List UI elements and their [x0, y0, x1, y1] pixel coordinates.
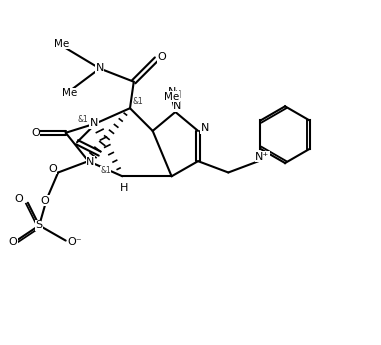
Text: O: O [14, 194, 23, 204]
Text: &1: &1 [133, 97, 144, 106]
Text: S: S [36, 220, 43, 230]
Text: N: N [86, 157, 94, 167]
Text: O: O [40, 196, 49, 206]
Text: &1: &1 [77, 115, 88, 124]
Text: N: N [201, 123, 209, 133]
Text: Me: Me [54, 39, 69, 49]
Text: N: N [96, 63, 104, 73]
Text: O: O [48, 164, 57, 174]
Text: O⁻: O⁻ [68, 237, 82, 247]
Text: O: O [31, 128, 40, 138]
Text: N: N [174, 90, 181, 100]
Text: Me: Me [164, 92, 179, 102]
Text: N: N [167, 87, 176, 97]
Text: H: H [120, 183, 128, 193]
Text: N: N [173, 101, 181, 111]
Text: O: O [158, 52, 166, 62]
Text: Me: Me [62, 88, 77, 98]
Text: O: O [8, 237, 17, 247]
Text: &1: &1 [100, 166, 111, 175]
Text: N⁺: N⁺ [255, 151, 269, 161]
Text: N: N [90, 118, 98, 128]
